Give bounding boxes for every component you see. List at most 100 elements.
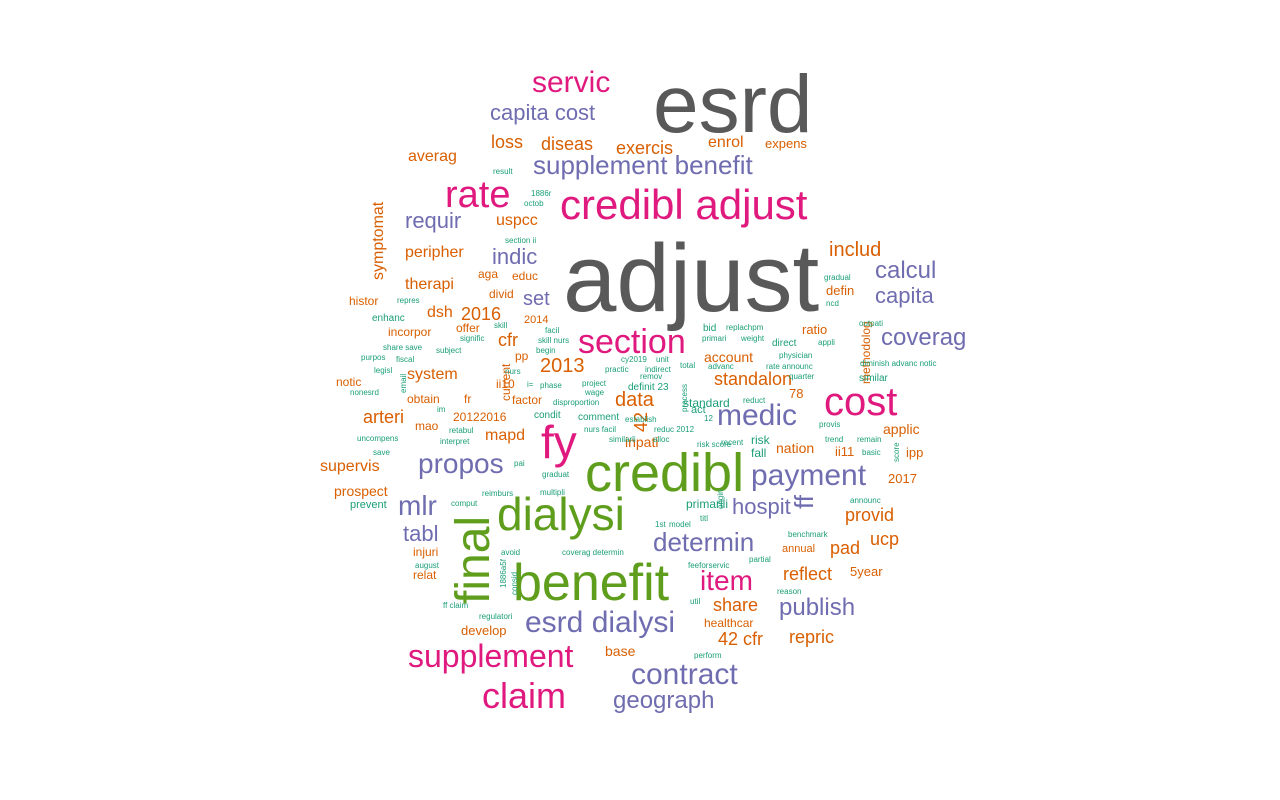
word-reduct: reduct xyxy=(743,396,766,405)
word-remain: remain xyxy=(857,435,882,444)
word-fiscal: fiscal xyxy=(396,355,415,364)
word-dsh: dsh xyxy=(427,304,453,321)
word-save: save xyxy=(373,448,390,457)
word-cost: cost xyxy=(824,380,898,424)
word-titl: titl xyxy=(700,514,708,523)
word-rate-announc: rate announc xyxy=(766,362,813,371)
word-aga: aga xyxy=(478,267,499,281)
word-advanc: advanc xyxy=(708,362,734,371)
word-adjust: adjust xyxy=(563,225,820,332)
word-purpos: purpos xyxy=(361,353,386,362)
word-1st: 1st xyxy=(655,520,666,529)
word-obtain: obtain xyxy=(407,392,440,406)
word-2017: 2017 xyxy=(888,471,917,486)
word-ii11: ii11 xyxy=(835,444,855,459)
word-ff-claim: ff claim xyxy=(443,601,469,610)
word-appli: appli xyxy=(818,338,835,347)
word-capita-cost: capita cost xyxy=(490,100,596,125)
word-loss: loss xyxy=(491,132,524,152)
word-publish: publish xyxy=(779,594,856,621)
word-risk-score: risk score xyxy=(697,440,732,449)
word-avoid: avoid xyxy=(501,548,521,557)
word-pp: pp xyxy=(515,349,529,363)
word-basic: basic xyxy=(862,448,881,457)
word-util: util xyxy=(690,597,701,606)
word-nurs: nurs xyxy=(505,367,521,376)
word-provis: provis xyxy=(819,420,841,429)
word-annual: annual xyxy=(782,543,816,555)
word-set: set xyxy=(523,288,550,310)
word-signific: signific xyxy=(460,334,485,343)
word-peripher: peripher xyxy=(405,244,464,261)
word-mao: mao xyxy=(415,419,439,433)
word-unit: unit xyxy=(656,355,669,364)
word-histor: histor xyxy=(349,294,379,308)
word-outpati: outpati xyxy=(859,319,884,328)
word-therapi: therapi xyxy=(405,276,454,293)
word-interpret: interpret xyxy=(440,437,470,446)
word-fy: fy xyxy=(541,416,577,468)
word-act: act xyxy=(691,404,706,416)
word-propos: propos xyxy=(418,448,504,479)
word-expens: expens xyxy=(765,136,807,151)
word-result: result xyxy=(493,167,513,176)
word-uspcc: uspcc xyxy=(496,212,538,229)
word-averag: averag xyxy=(408,148,457,165)
word-ii10: ii10 xyxy=(496,377,515,391)
word-enhanc: enhanc xyxy=(372,313,405,324)
word-nurs-facil: nurs facil xyxy=(584,425,617,434)
word-similar: similar xyxy=(859,373,888,384)
word-nation: nation xyxy=(776,440,815,456)
word-standalon: standalon xyxy=(714,369,793,389)
word-score: score xyxy=(892,442,901,462)
word-uncompens: uncompens xyxy=(357,434,399,443)
word-cy2019: cy2019 xyxy=(621,355,647,364)
word-weight: weight xyxy=(741,334,765,343)
word-applic: applic xyxy=(883,421,920,437)
word-2014: 2014 xyxy=(524,314,549,326)
word-base: base xyxy=(605,643,636,659)
word-geograph: geograph xyxy=(613,687,715,714)
word-repres: repres xyxy=(397,296,420,305)
word-final: final xyxy=(447,515,500,604)
word-defin: defin xyxy=(826,283,855,298)
word-nonesrd: nonesrd xyxy=(350,388,379,397)
word-diseas: diseas xyxy=(541,134,594,154)
word-consid: consid xyxy=(510,571,519,595)
word-fr: fr xyxy=(464,392,472,406)
word-section: section xyxy=(578,323,686,361)
word-ratio: ratio xyxy=(802,322,828,337)
word-mlr: mlr xyxy=(398,490,437,521)
word-comment: comment xyxy=(578,412,620,423)
word-requir: requir xyxy=(405,208,462,233)
word-definit-23: definit 23 xyxy=(628,382,669,393)
word-standard: standard xyxy=(683,396,730,410)
word-rate: rate xyxy=(445,174,511,216)
word-repric: repric xyxy=(789,627,835,647)
word-item: item xyxy=(700,565,753,596)
word-bid: bid xyxy=(703,323,717,334)
word-pad: pad xyxy=(830,538,861,558)
word-feeforservic: feeforservic xyxy=(688,561,730,570)
word-legisl: legisl xyxy=(374,366,393,375)
word-share: share xyxy=(713,595,759,615)
word-ff: ff xyxy=(789,495,819,509)
word-prospect: prospect xyxy=(334,483,388,499)
word-claim: claim xyxy=(482,675,567,716)
word-arteri: arteri xyxy=(363,407,405,427)
word-coverag-determin: coverag determin xyxy=(562,548,624,557)
word-ipp: ipp xyxy=(906,445,924,460)
word-perform: perform xyxy=(694,651,722,660)
word-5year: 5year xyxy=(850,564,883,579)
word-incorpor: incorpor xyxy=(388,325,432,339)
word-contract: contract xyxy=(631,658,738,691)
word-reduc-2012: reduc 2012 xyxy=(654,425,695,434)
word-email: email xyxy=(399,373,408,393)
word-physician: physician xyxy=(779,351,813,360)
word-injuri: injuri xyxy=(413,545,439,559)
word-calcul: calcul xyxy=(875,257,937,284)
word-total: total xyxy=(680,361,696,370)
word-partial: partial xyxy=(749,555,771,564)
word-phase: phase xyxy=(540,381,562,390)
